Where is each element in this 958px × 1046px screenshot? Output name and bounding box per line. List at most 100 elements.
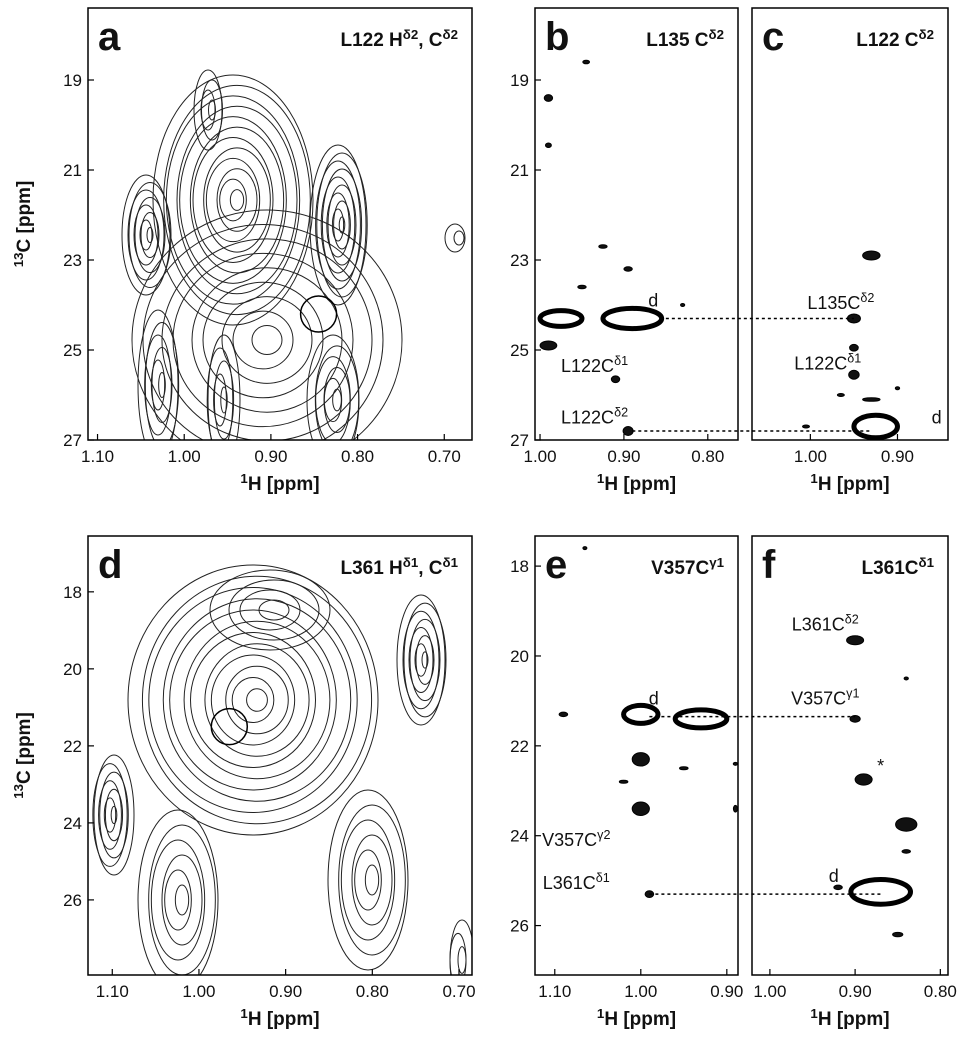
x-axis-label: 1H [ppm]: [597, 471, 676, 496]
contour: [92, 763, 128, 867]
contour: [144, 322, 180, 440]
peak: [543, 94, 554, 102]
contour: [151, 347, 173, 423]
contour: [148, 587, 358, 813]
x-axis-label-part: H [ppm]: [818, 1009, 890, 1030]
contour: [165, 95, 301, 305]
peak: [672, 707, 730, 731]
y-tick-label: 19: [63, 71, 82, 90]
x-axis-label: 1H [ppm]: [810, 1006, 889, 1031]
panel-title: V357Cγ1: [651, 555, 725, 580]
contour: [172, 252, 354, 428]
x-tick-label: 1.00: [168, 447, 201, 466]
peak: [582, 546, 588, 551]
annotation: d: [932, 408, 942, 428]
contour: [127, 564, 379, 836]
annotation-part: L122C: [794, 354, 847, 374]
annotation: L122Cδ2: [561, 406, 628, 428]
annotation: *: [877, 756, 884, 776]
panel-title-part: δ2: [709, 27, 724, 42]
annotation: V357Cγ2: [542, 828, 610, 850]
contour: [161, 238, 373, 440]
peak: [631, 752, 650, 767]
peak: [846, 635, 865, 646]
annotation: d: [649, 689, 659, 709]
x-tick-label: 0.80: [356, 982, 389, 1001]
panel-title-part: δ2: [919, 27, 934, 42]
annotation-part: *: [877, 756, 884, 776]
peak: [854, 773, 873, 786]
annotation-part: δ2: [860, 291, 874, 305]
peak: [631, 801, 650, 816]
contour: [146, 227, 154, 243]
plot-area: [121, 69, 466, 440]
y-tick-label: 21: [510, 161, 529, 180]
annotation-part: d: [649, 689, 659, 709]
contour: [332, 388, 342, 412]
y-tick-label: 25: [510, 341, 529, 360]
contour: [354, 849, 382, 911]
panel-title: L122 Cδ2: [856, 27, 934, 52]
panel-title-part: , C: [418, 558, 443, 579]
contour: [183, 620, 331, 780]
contour: [141, 575, 373, 825]
peak: [582, 59, 591, 65]
y-tick-label: 23: [510, 251, 529, 270]
annotation: V357Cγ1: [791, 687, 859, 709]
x-tick-label: 0.90: [839, 982, 872, 1001]
y-tick-label: 19: [510, 71, 529, 90]
plot-area: [92, 564, 472, 975]
panel-title-part: , C: [418, 30, 443, 51]
contour: [229, 189, 245, 211]
contour: [148, 824, 216, 975]
frame: [751, 535, 949, 976]
y-axis-label: 13C [ppm]: [11, 712, 36, 799]
contour: [321, 168, 363, 282]
contour: [140, 212, 160, 258]
contour: [189, 126, 285, 274]
annotation: L122Cδ1: [794, 352, 861, 374]
contour: [338, 804, 406, 956]
contour: [210, 654, 296, 746]
contour: [402, 610, 440, 710]
annotation-part: L122C: [561, 408, 614, 428]
panel-title: L122 Hδ2, Cδ2: [340, 27, 458, 52]
x-tick-label: 1.10: [96, 982, 129, 1001]
contour: [251, 325, 283, 355]
contour: [216, 168, 258, 232]
x-axis-label-part: H [ppm]: [248, 474, 320, 495]
contour: [98, 780, 122, 850]
x-axis-label-part: 1: [597, 1006, 605, 1021]
y-tick-label: 20: [63, 660, 82, 679]
peak: [848, 369, 860, 380]
contour: [99, 771, 129, 859]
x-axis-label-part: 1: [240, 1006, 248, 1021]
contour: [150, 839, 206, 961]
contour: [258, 599, 290, 621]
x-axis-label-part: 1: [240, 471, 248, 486]
x-tick-label: 0.70: [442, 982, 475, 1001]
x-tick-label: 0.90: [607, 447, 640, 466]
x-tick-label: 0.90: [254, 447, 287, 466]
panel-title-part: δ2: [443, 27, 458, 42]
contour: [326, 192, 350, 258]
contour: [309, 144, 367, 306]
annotation-part: δ1: [596, 871, 610, 885]
peak: [539, 340, 558, 351]
contour: [232, 310, 294, 370]
peak: [802, 424, 810, 429]
panel-title: L135 Cδ2: [646, 27, 724, 52]
panel-title-part: L135 C: [646, 30, 709, 51]
panel-label: d: [98, 543, 122, 587]
panel-title: L361 Hδ1, Cδ1: [340, 555, 458, 580]
peak: [849, 715, 861, 723]
peak: [849, 343, 859, 352]
contour: [320, 176, 356, 274]
peak: [598, 244, 608, 249]
peak: [892, 931, 904, 938]
frame: [87, 7, 473, 441]
contour: [231, 677, 275, 723]
contour: [408, 627, 434, 693]
panel-title-part: L122 H: [340, 30, 402, 51]
peak: [901, 849, 912, 854]
